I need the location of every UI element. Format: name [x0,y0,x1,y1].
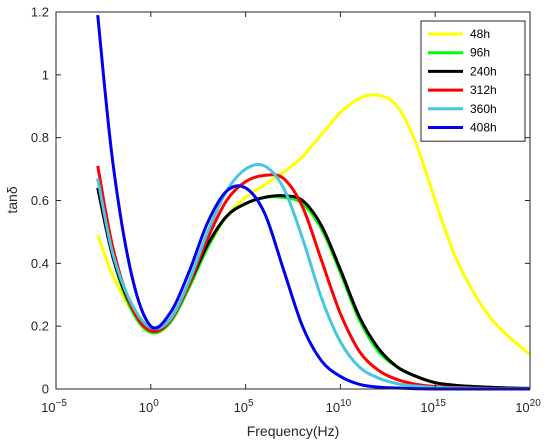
y-tick-label: 0.2 [31,319,49,334]
y-tick-label: 0.6 [31,193,49,208]
axes-layer [55,11,531,390]
y-tick-label: 0.4 [31,256,49,271]
y-axis-label: tanδ [4,186,20,213]
x-tick-label: 1020 [515,398,541,415]
legend-label-48h: 48h [470,27,490,41]
y-tick-label: 1 [42,67,49,82]
y-tick-label: 1.2 [31,5,49,20]
legend: 48h 96h 240h 312h 360h 408h [420,20,526,142]
legend-box [420,20,526,142]
legend-label-408h: 408h [470,121,497,135]
y-tick-label: 0 [42,382,49,397]
x-tick-label: 1010 [326,398,352,415]
y-tick-labels: 0 0.2 0.4 0.6 0.8 1 1.2 [31,5,49,397]
x-tick-label: 10−5 [41,398,67,415]
x-tick-label: 105 [234,398,254,415]
x-tick-label: 1015 [420,398,446,415]
x-tick-labels: 10−5 100 105 1010 1015 1020 [41,398,541,415]
legend-label-96h: 96h [470,46,490,60]
x-axis-label: Frequency(Hz) [247,423,340,439]
x-tick-label: 100 [139,398,159,415]
y-tick-label: 0.8 [31,130,49,145]
legend-label-360h: 360h [470,102,497,116]
legend-label-240h: 240h [470,64,497,78]
legend-label-312h: 312h [470,83,497,97]
